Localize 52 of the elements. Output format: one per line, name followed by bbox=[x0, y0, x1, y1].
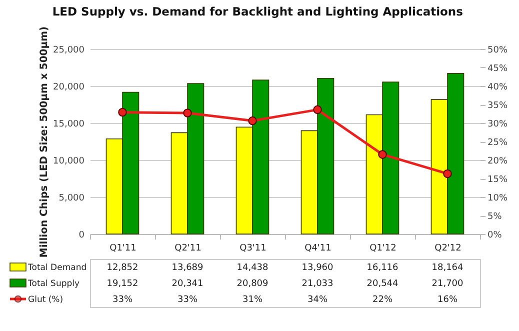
data-label: 18,164 bbox=[432, 263, 464, 273]
data-label: 14,438 bbox=[236, 263, 269, 273]
data-label: 16,116 bbox=[366, 263, 399, 273]
point bbox=[248, 116, 257, 126]
y2-tick-label: 5% bbox=[488, 212, 502, 222]
legend-label: Glut (%) bbox=[28, 295, 64, 305]
y-tick-label: 5,000 bbox=[58, 194, 85, 204]
data-label: 13,960 bbox=[302, 263, 334, 273]
x-tick-label: Q4'11 bbox=[304, 244, 332, 254]
point bbox=[378, 150, 387, 159]
data-label: 34% bbox=[307, 295, 328, 305]
legend-label: Total Demand bbox=[27, 263, 87, 273]
data-label: 21,700 bbox=[432, 279, 464, 289]
chart-title: LED Supply vs. Demand for Backlight and Lighting Applications bbox=[52, 4, 464, 18]
y2-tick-label: 15% bbox=[488, 175, 508, 185]
data-label: 19,152 bbox=[106, 279, 138, 289]
x-tick-label: Q2'12 bbox=[434, 244, 462, 254]
data-label: 13,689 bbox=[172, 263, 204, 273]
y-tick-label: 15,000 bbox=[53, 120, 85, 130]
y2-tick-label: 20% bbox=[488, 156, 508, 166]
y2-tick-label: 50% bbox=[488, 46, 508, 56]
data-label: 33% bbox=[112, 295, 133, 305]
y2-tick-label: 10% bbox=[488, 194, 508, 204]
point bbox=[183, 108, 192, 118]
y-tick-label: 10,000 bbox=[53, 156, 85, 166]
data-label: 20,544 bbox=[366, 279, 399, 289]
y2-tick-label: 40% bbox=[488, 82, 508, 92]
x-tick-label: Q2'11 bbox=[174, 244, 202, 254]
y2-tick-label: 30% bbox=[488, 120, 508, 130]
point bbox=[313, 105, 322, 114]
y-tick-label: 0 bbox=[78, 230, 85, 240]
y-tick-label: 25,000 bbox=[53, 46, 85, 56]
y-axis-title: Million Chips (LED Size: 500µm x 500µm) bbox=[39, 26, 50, 258]
data-label: 12,852 bbox=[106, 263, 138, 273]
point bbox=[118, 108, 127, 117]
data-label: 31% bbox=[242, 295, 263, 305]
y-tick-label: 20,000 bbox=[53, 82, 85, 92]
data-label: 22% bbox=[372, 295, 393, 305]
data-label: 33% bbox=[177, 295, 198, 305]
x-tick-label: Q3'11 bbox=[240, 244, 266, 254]
data-label: 20,809 bbox=[236, 279, 269, 289]
point bbox=[443, 169, 452, 178]
x-tick-label: Q1'12 bbox=[370, 244, 396, 254]
data-label: 20,341 bbox=[172, 279, 204, 289]
data-label: 21,033 bbox=[302, 279, 334, 289]
y2-tick-label: 35% bbox=[488, 101, 508, 111]
y2-tick-label: 45% bbox=[488, 64, 508, 74]
x-tick-label: Q1'11 bbox=[110, 244, 136, 254]
y2-tick-label: 25% bbox=[488, 138, 508, 148]
legend-label: Total Supply bbox=[27, 279, 80, 289]
y2-tick-label: 0% bbox=[488, 230, 502, 240]
data-label: 16% bbox=[437, 295, 458, 305]
